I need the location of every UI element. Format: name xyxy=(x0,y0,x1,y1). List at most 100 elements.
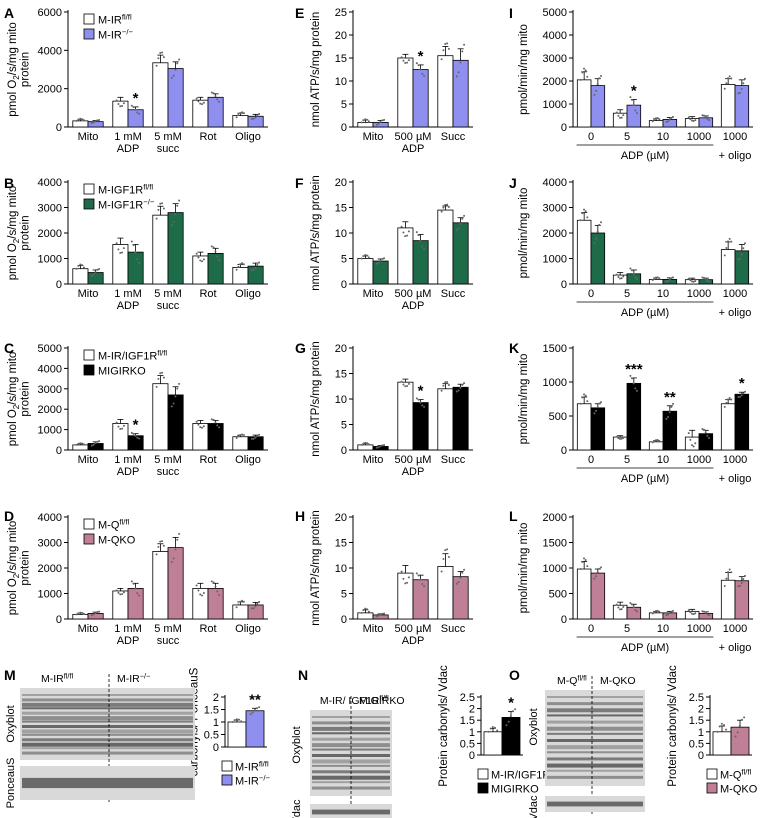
data-point xyxy=(584,394,587,397)
data-point xyxy=(159,51,162,54)
data-point xyxy=(201,594,204,597)
data-point xyxy=(728,237,731,240)
y-axis-label-K-group: pmol/min/mg mito xyxy=(518,354,530,445)
data-point xyxy=(725,246,728,249)
blot-band xyxy=(22,751,193,755)
category-label: succ xyxy=(157,466,180,478)
data-point xyxy=(668,118,671,121)
y-tick-label: 2 xyxy=(213,692,219,704)
data-point xyxy=(668,612,671,615)
bar xyxy=(452,59,469,128)
data-point xyxy=(667,280,670,283)
data-point xyxy=(442,384,445,387)
category-label: ADP xyxy=(117,300,140,312)
data-point xyxy=(252,269,255,272)
blot-label-oxyblot: Oxyblot xyxy=(291,726,303,763)
data-point xyxy=(362,119,365,122)
legend-swatch xyxy=(83,13,95,25)
oligo-label: + oligo xyxy=(719,150,752,162)
data-point xyxy=(423,405,426,408)
data-point xyxy=(692,613,695,616)
data-point xyxy=(442,206,445,209)
bar xyxy=(167,547,184,620)
data-point xyxy=(172,557,175,560)
blot-band xyxy=(22,747,193,750)
x-axis-label: ADP (µM) xyxy=(621,473,669,485)
category-label: Mito xyxy=(78,454,99,466)
data-point xyxy=(707,437,710,440)
data-point xyxy=(75,443,78,446)
data-point xyxy=(461,217,464,220)
blot-band xyxy=(22,720,193,723)
data-point xyxy=(117,103,120,106)
data-point xyxy=(134,587,137,590)
data-point xyxy=(655,439,658,442)
data-point xyxy=(174,548,177,551)
data-point xyxy=(701,114,704,117)
data-point xyxy=(214,94,217,97)
data-point xyxy=(489,727,492,730)
data-point xyxy=(620,608,623,611)
bar xyxy=(167,212,184,285)
bar xyxy=(87,121,104,128)
data-point xyxy=(115,589,118,592)
blot-group-left: M-IRfl/fl xyxy=(41,671,74,685)
data-point xyxy=(155,217,158,220)
data-point xyxy=(665,614,668,617)
data-point xyxy=(703,428,706,431)
legend-label: MIGIRKO xyxy=(98,366,146,378)
bar xyxy=(72,120,89,128)
data-point xyxy=(218,100,221,103)
data-point xyxy=(599,401,602,404)
y-tick-label: 1 xyxy=(213,717,219,729)
data-point xyxy=(581,560,584,563)
bar xyxy=(590,407,606,451)
bar xyxy=(112,100,129,128)
data-point xyxy=(725,82,728,85)
data-point xyxy=(632,606,635,609)
y-tick-label: 1000 xyxy=(38,589,62,601)
data-point xyxy=(214,250,217,253)
data-point xyxy=(415,397,418,400)
bar xyxy=(232,604,249,620)
data-point xyxy=(617,437,620,440)
bar xyxy=(576,568,592,620)
data-point xyxy=(377,122,380,125)
data-point xyxy=(739,91,742,94)
data-point xyxy=(253,709,256,712)
y-axis-label-A-group: pmol O2/s/mg mito protein xyxy=(7,22,32,117)
data-point xyxy=(583,208,586,211)
data-point xyxy=(457,227,460,230)
data-point xyxy=(157,377,160,380)
category-label: Succ xyxy=(441,131,466,143)
data-point xyxy=(256,435,259,438)
bar xyxy=(648,120,664,128)
data-point xyxy=(595,237,598,240)
data-point xyxy=(651,612,654,615)
data-point xyxy=(400,380,403,383)
data-point xyxy=(658,118,661,121)
data-point xyxy=(658,277,661,280)
y-tick-label: 1000 xyxy=(543,563,567,575)
blot-band xyxy=(22,711,193,715)
data-point xyxy=(701,427,704,430)
data-point xyxy=(703,276,706,279)
data-point xyxy=(615,273,618,276)
y-tick-label: 2000 xyxy=(38,84,62,96)
y-tick-label: 0 xyxy=(56,122,62,134)
category-label: Rot xyxy=(199,131,216,143)
data-point xyxy=(216,98,219,101)
data-point xyxy=(96,119,99,122)
data-point xyxy=(242,112,245,115)
data-point xyxy=(583,557,586,560)
data-point xyxy=(406,61,409,64)
data-point xyxy=(722,724,725,727)
data-point xyxy=(159,372,162,375)
data-point xyxy=(134,251,137,254)
bar xyxy=(112,244,129,285)
blot-band xyxy=(547,775,643,779)
significance-mark: * xyxy=(631,82,637,99)
category-label: 1000 xyxy=(687,288,711,300)
y-tick-label: 20 xyxy=(335,512,347,524)
y-axis-label-E-group: nmol ATP/s/mg protein xyxy=(310,12,322,127)
